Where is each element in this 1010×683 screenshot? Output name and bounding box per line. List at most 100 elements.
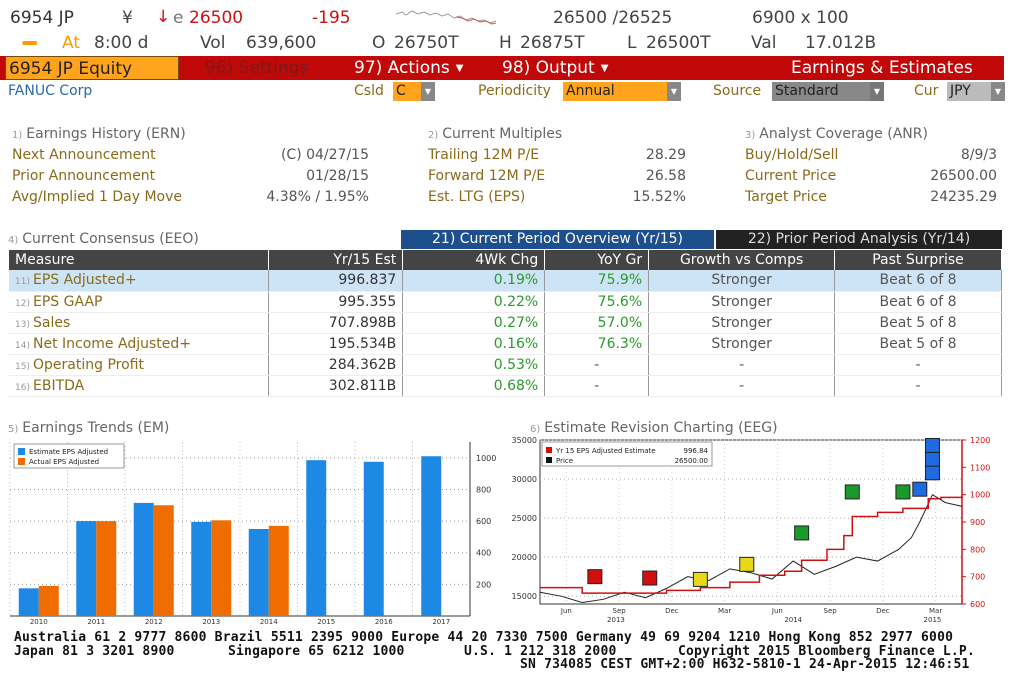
- table-row[interactable]: 15) Operating Profit 284.362B 0.53% - - -: [9, 354, 1002, 376]
- revision-marker: [692, 571, 708, 587]
- bar-estimate: [191, 521, 212, 616]
- value-label: Val: [751, 33, 777, 53]
- month-tick-label: Dec: [876, 607, 890, 615]
- y-tick-label: 600: [476, 517, 491, 526]
- year-tick-label: 2015: [924, 616, 942, 624]
- footer-japan: Japan 81 3 3201 8900: [14, 644, 175, 659]
- forward-pe-value: 26.58: [645, 168, 686, 184]
- status-dots-icon: ▪▪▪▪: [22, 38, 38, 47]
- next-announcement-label: Next Announcement: [12, 147, 156, 163]
- month-tick-label: Jun: [560, 607, 572, 615]
- high-price: 26875T: [520, 33, 585, 53]
- earnings-history-header[interactable]: 1) Earnings History (ERN): [12, 126, 186, 142]
- table-row[interactable]: 12) EPS GAAP 995.355 0.22% 75.6% Stronger…: [9, 291, 1002, 313]
- periodicity-select[interactable]: Annual ▼: [563, 82, 681, 101]
- col-measure[interactable]: Measure: [9, 250, 270, 270]
- footer-session: SN 734085 CEST GMT+2:00 H632-5810-1 24-A…: [520, 657, 970, 672]
- x-tick-label: 2012: [145, 618, 163, 626]
- comps-cell: Stronger: [648, 333, 836, 355]
- tab-prior-period[interactable]: 22) Prior Period Analysis (Yr/14): [716, 230, 1002, 249]
- function-title: Earnings & Estimates: [791, 58, 973, 78]
- section-number: 3): [745, 130, 756, 141]
- bar-actual: [153, 505, 174, 616]
- col-4wk-chg[interactable]: 4Wk Chg: [402, 250, 546, 270]
- measure-cell: 14) Net Income Adjusted+: [9, 333, 270, 355]
- bar-estimate: [306, 460, 327, 616]
- table-row[interactable]: 11) EPS Adjusted+ 996.837 0.19% 75.9% Str…: [9, 270, 1002, 292]
- revision-marker: [587, 569, 603, 585]
- table-row[interactable]: 13) Sales 707.898B 0.27% 57.0% Stronger B…: [9, 312, 1002, 334]
- current-price-value: 26500.00: [930, 168, 997, 184]
- year-tick-label: 2013: [607, 616, 625, 624]
- x-tick-label: 2015: [317, 618, 335, 626]
- multiples-header: 2) Current Multiples: [428, 126, 562, 142]
- month-tick-label: Dec: [665, 607, 679, 615]
- row-number: 12): [15, 298, 30, 309]
- legend-label-actual: Actual EPS Adjusted: [29, 458, 99, 466]
- surprise-cell: Beat 5 of 8: [834, 333, 1002, 355]
- price-change: -195: [312, 8, 351, 28]
- dropdown-arrow-icon: ▼: [991, 82, 1005, 101]
- measure-cell: 15) Operating Profit: [9, 354, 270, 376]
- vol-label: Vol: [200, 33, 226, 53]
- surprise-cell: Beat 6 of 8: [834, 291, 1002, 313]
- col-estimate[interactable]: Yr/15 Est: [268, 250, 404, 270]
- y-tick-label: 400: [476, 549, 491, 558]
- comps-cell: -: [648, 354, 836, 376]
- day-move-value: 4.38% / 1.95%: [266, 189, 369, 205]
- measure-cell: 13) Sales: [9, 312, 270, 334]
- measure-cell: 11) EPS Adjusted+: [9, 270, 270, 292]
- estimate-cell: 302.811B: [268, 375, 404, 397]
- revision-marker: [924, 465, 940, 481]
- left-tick-label: 25000: [512, 514, 537, 523]
- csld-select[interactable]: C ▼: [393, 82, 435, 101]
- table-row[interactable]: 14) Net Income Adjusted+ 195.534B 0.16% 7…: [9, 333, 1002, 355]
- tab-current-period[interactable]: 21) Current Period Overview (Yr/15): [401, 230, 714, 249]
- security-field[interactable]: 6954 JP Equity: [5, 56, 179, 80]
- col-yoy-gr[interactable]: YoY Gr: [544, 250, 650, 270]
- dropdown-arrow-icon: ▼: [421, 82, 435, 101]
- legend-label: Yr 15 EPS Adjusted Estimate: [555, 447, 656, 455]
- output-menu[interactable]: 98) Output ▼: [502, 56, 608, 80]
- analyst-coverage-header[interactable]: 3) Analyst Coverage (ANR): [745, 126, 928, 142]
- comps-cell: Stronger: [648, 291, 836, 313]
- measure-name: EBITDA: [33, 377, 85, 394]
- col-past-surprise[interactable]: Past Surprise: [834, 250, 1002, 270]
- chg-cell: 0.27%: [402, 312, 546, 334]
- section-title: Earnings Trends (EM): [22, 420, 170, 436]
- estimate-cell: 284.362B: [268, 354, 404, 376]
- source-select[interactable]: Standard ▼: [772, 82, 884, 101]
- estimate-revision-chart: 35000 30000 25000 20000 15000 1200 1100 1000 900…: [512, 436, 991, 624]
- yoy-cell: 75.9%: [544, 270, 650, 292]
- estimate-cell: 195.534B: [268, 333, 404, 355]
- estimate-cell: 995.355: [268, 291, 404, 313]
- row-number: 13): [15, 319, 30, 330]
- settings-menu[interactable]: 96) Settings: [205, 58, 309, 78]
- earnings-trends-header[interactable]: 5) Earnings Trends (EM): [8, 420, 169, 436]
- bar-estimate: [363, 461, 384, 616]
- at-label: At: [62, 33, 80, 53]
- left-tick-label: 30000: [512, 475, 537, 484]
- consensus-header[interactable]: 4) Current Consensus (EEO): [8, 231, 199, 247]
- actions-menu[interactable]: 97) Actions ▼: [354, 56, 463, 80]
- chg-cell: 0.19%: [402, 270, 546, 292]
- yoy-cell: -: [544, 354, 650, 376]
- caret-down-icon: ▼: [600, 63, 609, 74]
- surprise-cell: Beat 6 of 8: [834, 270, 1002, 292]
- trailing-pe-value: 28.29: [645, 147, 686, 163]
- legend-value: 996.84: [684, 447, 709, 455]
- revision-marker: [739, 556, 755, 572]
- section-title: Earnings History (ERN): [26, 126, 186, 142]
- revision-marker: [895, 484, 911, 500]
- currency-symbol: ¥: [122, 8, 133, 28]
- company-name: FANUC Corp: [8, 83, 93, 99]
- measure-name: EPS Adjusted+: [33, 272, 137, 289]
- currency-select[interactable]: JPY ▼: [947, 82, 1005, 101]
- forward-pe-label: Forward 12M P/E: [428, 168, 546, 184]
- estimate-revision-header[interactable]: 6) Estimate Revision Charting (EEG): [530, 420, 778, 436]
- yoy-cell: 76.3%: [544, 333, 650, 355]
- legend-swatch: [546, 457, 552, 463]
- intraday-sparkline: [396, 10, 497, 25]
- col-growth-vs-comps[interactable]: Growth vs Comps: [648, 250, 836, 270]
- table-row[interactable]: 16) EBITDA 302.811B 0.68% - - -: [9, 375, 1002, 397]
